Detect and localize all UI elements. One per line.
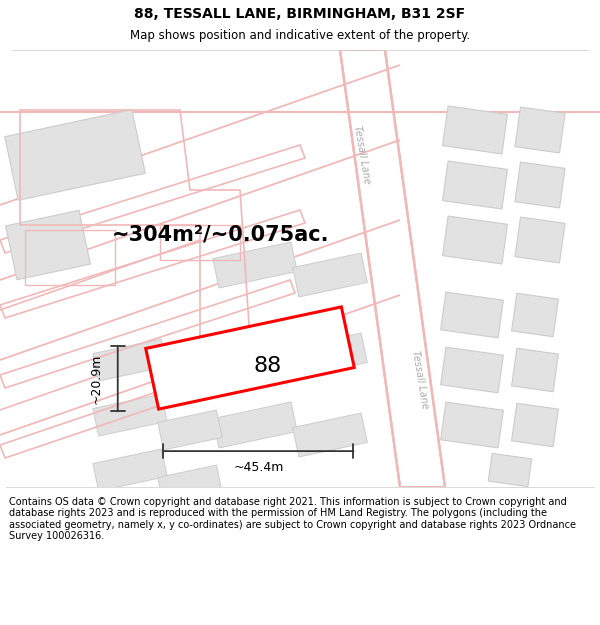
Polygon shape <box>146 307 354 409</box>
Text: Map shows position and indicative extent of the property.: Map shows position and indicative extent… <box>130 29 470 42</box>
Polygon shape <box>440 402 503 448</box>
Polygon shape <box>440 292 503 338</box>
Text: Tessall Lane: Tessall Lane <box>352 125 372 185</box>
Text: ~45.4m: ~45.4m <box>233 461 284 474</box>
Text: 88, TESSALL LANE, BIRMINGHAM, B31 2SF: 88, TESSALL LANE, BIRMINGHAM, B31 2SF <box>134 7 466 21</box>
Polygon shape <box>515 107 565 153</box>
Polygon shape <box>158 465 222 505</box>
Polygon shape <box>512 348 559 392</box>
Text: Tessall Lane: Tessall Lane <box>410 350 430 410</box>
Polygon shape <box>93 449 167 491</box>
Polygon shape <box>515 162 565 208</box>
Text: ~20.9m: ~20.9m <box>89 354 102 404</box>
Polygon shape <box>158 410 222 450</box>
Polygon shape <box>488 453 532 487</box>
Text: ~304m²/~0.075ac.: ~304m²/~0.075ac. <box>111 225 329 245</box>
Polygon shape <box>293 413 367 457</box>
Polygon shape <box>443 216 508 264</box>
Polygon shape <box>293 333 367 377</box>
Polygon shape <box>293 253 367 297</box>
Polygon shape <box>440 347 503 393</box>
Polygon shape <box>93 394 167 436</box>
Polygon shape <box>5 110 145 200</box>
Polygon shape <box>515 217 565 263</box>
Polygon shape <box>443 106 508 154</box>
Polygon shape <box>213 322 297 368</box>
Polygon shape <box>93 339 167 381</box>
Polygon shape <box>213 242 297 288</box>
Text: 88: 88 <box>254 356 282 376</box>
Polygon shape <box>340 50 445 487</box>
Polygon shape <box>443 161 508 209</box>
Polygon shape <box>5 210 91 280</box>
Polygon shape <box>512 403 559 447</box>
Polygon shape <box>213 402 297 448</box>
Text: Contains OS data © Crown copyright and database right 2021. This information is : Contains OS data © Crown copyright and d… <box>9 497 576 541</box>
Polygon shape <box>512 293 559 337</box>
